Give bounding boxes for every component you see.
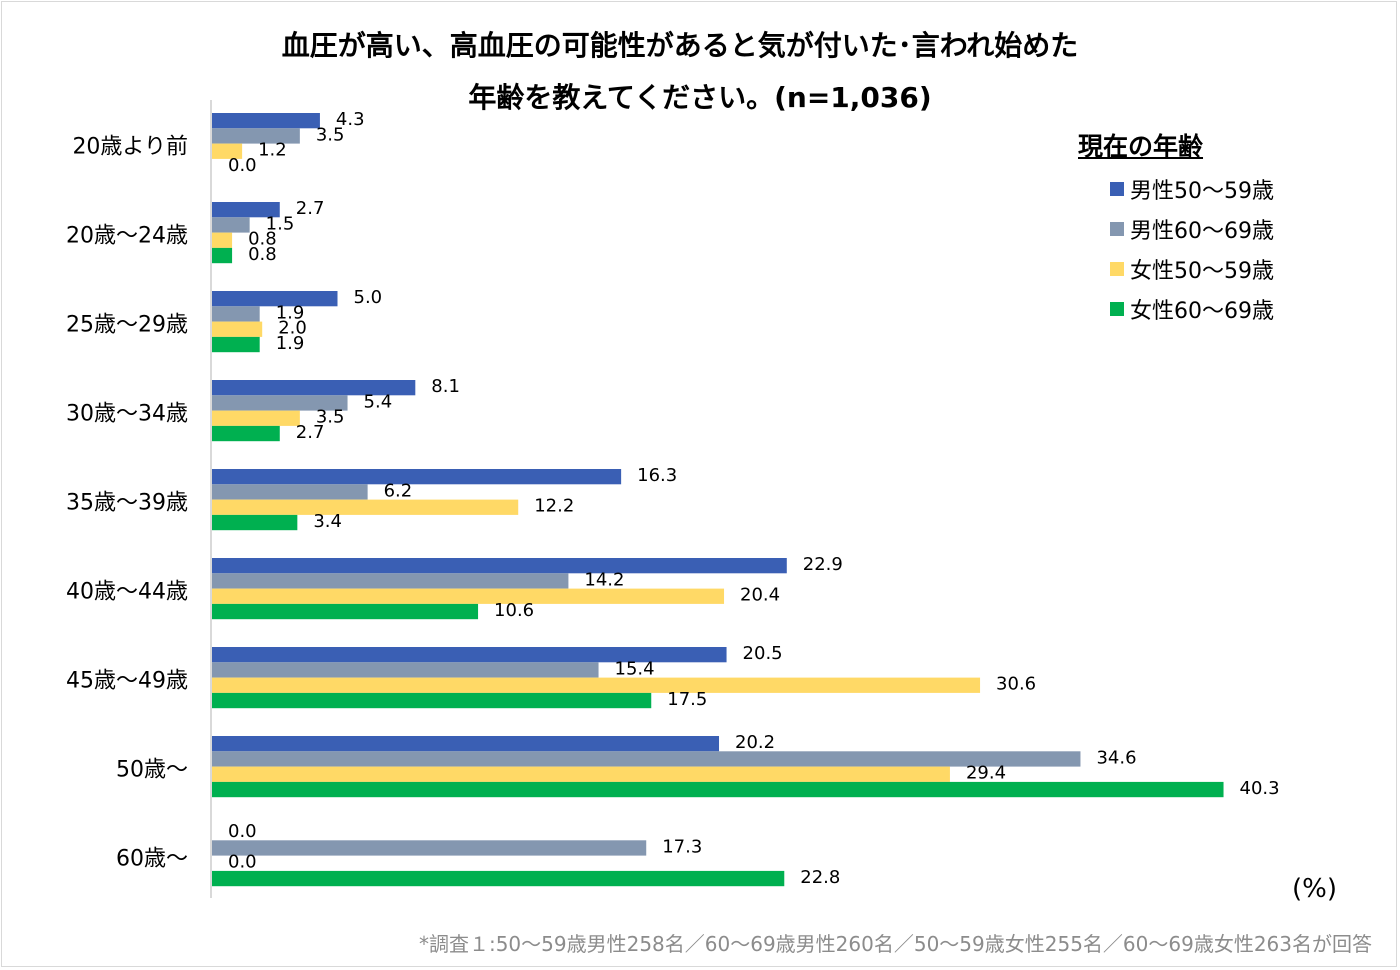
bar <box>212 781 1224 798</box>
bar <box>212 469 622 485</box>
bar <box>212 573 569 589</box>
bar <box>212 588 725 604</box>
chart-title-line-1: 血圧が高い、高血圧の可能性があると気が付いた･言われ始めた <box>281 29 1079 62</box>
data-label: 22.9 <box>803 554 843 575</box>
data-label: 12.2 <box>534 496 574 517</box>
bar <box>212 202 280 218</box>
legend-swatch <box>1110 262 1124 276</box>
legend-item: 女性60～69歳 <box>1110 293 1274 325</box>
legend-item: 男性60～69歳 <box>1110 213 1274 245</box>
bar <box>212 128 300 144</box>
data-label: 2.7 <box>296 422 325 443</box>
data-label: 20.5 <box>743 643 783 664</box>
data-label: 14.2 <box>584 569 624 590</box>
category-label: 35歳～39歳 <box>66 491 188 516</box>
legend-item: 男性50～59歳 <box>1110 173 1274 205</box>
bar <box>212 499 519 515</box>
category-label: 45歳～49歳 <box>66 669 188 694</box>
category-label: 50歳～ <box>116 758 188 783</box>
data-label: 0.8 <box>248 229 277 250</box>
data-label: 15.4 <box>615 658 655 679</box>
data-label: 30.6 <box>996 674 1036 695</box>
data-label: 0.0 <box>228 852 257 873</box>
data-label: 8.1 <box>431 376 460 397</box>
bar <box>212 395 348 411</box>
data-label: 0.0 <box>228 821 257 842</box>
bar <box>212 558 787 574</box>
data-label: 3.5 <box>316 124 345 145</box>
data-label: 4.3 <box>336 109 365 130</box>
data-label: 1.5 <box>266 213 295 234</box>
footnote: *調査１:50～59歳男性258名／60～69歳男性260名／50～59歳女性2… <box>418 932 1372 956</box>
legend-swatch <box>1110 222 1124 236</box>
bar <box>212 380 416 396</box>
bar <box>212 677 981 693</box>
category-label: 20歳より前 <box>72 135 188 160</box>
category-label: 25歳～29歳 <box>66 313 188 338</box>
bar <box>212 870 785 887</box>
data-label: 17.5 <box>667 689 707 710</box>
bar <box>212 662 599 678</box>
data-label: 3.4 <box>313 511 342 532</box>
bar <box>212 336 260 353</box>
data-label: 10.6 <box>494 600 534 621</box>
data-label: 20.2 <box>735 732 775 753</box>
data-label: 6.2 <box>384 480 413 501</box>
data-label: 2.7 <box>296 198 325 219</box>
legend-title: 現在の年齢 <box>1078 132 1204 161</box>
data-label: 5.4 <box>364 391 393 412</box>
category-label: 30歳～34歳 <box>66 402 188 427</box>
bar <box>212 766 950 782</box>
legend-label: 男性50～59歳 <box>1130 179 1274 204</box>
category-label: 60歳～ <box>116 847 188 872</box>
unit-label: (%) <box>1292 874 1337 904</box>
bar <box>212 840 647 856</box>
bar <box>212 410 300 426</box>
bar <box>212 514 298 531</box>
bar <box>212 736 720 752</box>
legend-swatch <box>1110 302 1124 316</box>
data-label: 17.3 <box>662 836 702 857</box>
data-label: 1.9 <box>276 333 305 354</box>
data-label: 20.4 <box>740 585 780 606</box>
bar <box>212 247 233 264</box>
bar <box>212 321 263 337</box>
bar <box>212 306 260 322</box>
legend-label: 女性60～69歳 <box>1130 299 1274 324</box>
legend-swatch <box>1110 182 1124 196</box>
bar <box>212 484 368 500</box>
data-label: 0.0 <box>228 155 257 176</box>
chart-title-line-2: 年齢を教えてください。(n=1,036) <box>468 81 932 114</box>
bar <box>212 113 320 129</box>
data-label: 22.8 <box>800 867 840 888</box>
bar <box>212 217 250 233</box>
category-label: 40歳～44歳 <box>66 580 188 605</box>
data-label: 1.2 <box>258 140 287 161</box>
category-label: 20歳～24歳 <box>66 224 188 249</box>
bar <box>212 603 479 620</box>
bar <box>212 692 652 709</box>
bar <box>212 232 233 248</box>
legend-label: 男性60～69歳 <box>1130 219 1274 244</box>
legend-item: 女性50～59歳 <box>1110 253 1274 285</box>
data-label: 2.0 <box>278 318 307 339</box>
bar <box>212 143 243 159</box>
bar <box>212 647 727 663</box>
data-label: 3.5 <box>316 407 345 428</box>
data-label: 16.3 <box>637 465 677 486</box>
legend-label: 女性50～59歳 <box>1130 259 1274 284</box>
data-label: 40.3 <box>1240 778 1280 799</box>
bar <box>212 751 1081 767</box>
data-label: 34.6 <box>1096 747 1136 768</box>
data-label: 1.9 <box>276 302 305 323</box>
data-label: 0.8 <box>248 244 277 265</box>
data-label: 5.0 <box>354 287 383 308</box>
data-label: 29.4 <box>966 763 1006 784</box>
bar <box>212 291 338 307</box>
bar <box>212 425 280 442</box>
